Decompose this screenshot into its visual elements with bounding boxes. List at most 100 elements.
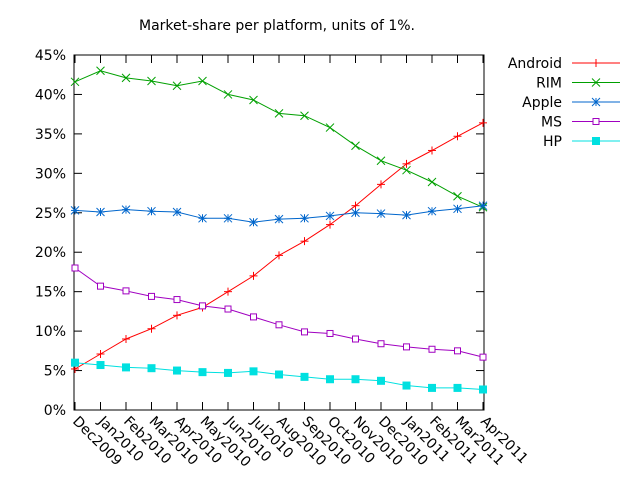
data-point-apple bbox=[325, 211, 335, 221]
data-point-android bbox=[326, 220, 334, 229]
data-point-apple bbox=[198, 213, 207, 223]
data-point-rim bbox=[70, 77, 80, 87]
legend-marker-ms bbox=[592, 118, 600, 125]
data-point-ms bbox=[224, 305, 232, 313]
series-android bbox=[71, 118, 487, 373]
data-point-ms bbox=[71, 264, 79, 272]
data-point-rim bbox=[223, 90, 233, 99]
data-point-android bbox=[224, 287, 232, 296]
series-rim bbox=[70, 66, 488, 212]
axes: 0%5%10%15%20%25%30%35%40%45%Dec2009Jan20… bbox=[35, 48, 531, 470]
legend-marker-android bbox=[592, 59, 600, 67]
data-point-ms bbox=[454, 347, 461, 355]
data-point-rim bbox=[96, 66, 105, 76]
legend-marker-rim bbox=[591, 78, 601, 87]
data-point-hp bbox=[326, 375, 334, 384]
data-point-hp bbox=[479, 385, 487, 394]
data-point-apple bbox=[274, 214, 284, 224]
legend-label-rim: RIM bbox=[536, 76, 562, 92]
data-point-rim bbox=[376, 156, 386, 166]
y-tick-label: 10% bbox=[35, 324, 66, 340]
data-point-hp bbox=[402, 381, 411, 390]
data-point-hp bbox=[198, 368, 207, 377]
legend-item-rim: RIM bbox=[536, 76, 620, 92]
data-point-ms bbox=[479, 353, 487, 361]
data-point-android bbox=[300, 237, 309, 246]
data-point-hp bbox=[275, 370, 283, 379]
legend-label-ms: MS bbox=[541, 115, 562, 131]
data-point-hp bbox=[224, 368, 232, 377]
data-point-hp bbox=[147, 364, 156, 373]
series-layer bbox=[70, 66, 488, 394]
data-point-android bbox=[249, 271, 258, 280]
data-point-ms bbox=[122, 287, 130, 295]
legend: Android RIM Apple MS HP bbox=[508, 56, 620, 150]
y-tick-label: 15% bbox=[35, 285, 66, 301]
data-point-ms bbox=[173, 296, 181, 304]
plot-frame bbox=[73, 54, 485, 411]
data-point-apple bbox=[376, 209, 386, 218]
data-point-ms bbox=[148, 292, 155, 300]
data-point-android bbox=[275, 251, 283, 260]
data-point-ms bbox=[301, 328, 308, 336]
y-tick-label: 20% bbox=[35, 245, 66, 261]
series-line-ms bbox=[74, 267, 484, 358]
data-point-rim bbox=[427, 177, 437, 187]
data-point-ms bbox=[352, 335, 359, 343]
data-point-ms bbox=[403, 343, 410, 351]
legend-label-apple: Apple bbox=[522, 95, 562, 111]
data-point-apple bbox=[453, 204, 462, 214]
data-point-hp bbox=[96, 361, 105, 370]
data-point-apple bbox=[147, 206, 156, 216]
legend-item-ms: MS bbox=[541, 115, 620, 131]
data-point-apple bbox=[70, 206, 80, 215]
data-point-android bbox=[351, 201, 360, 210]
data-point-android bbox=[96, 349, 105, 358]
data-point-android bbox=[147, 324, 156, 333]
data-point-apple bbox=[351, 208, 360, 218]
chart-title: Market-share per platform, units of 1%. bbox=[139, 18, 415, 34]
data-point-hp bbox=[351, 375, 360, 384]
data-point-ms bbox=[250, 313, 257, 321]
y-tick-label: 35% bbox=[35, 127, 66, 143]
data-point-rim bbox=[402, 165, 411, 175]
y-tick-label: 0% bbox=[44, 403, 66, 419]
data-point-android bbox=[122, 335, 130, 343]
series-line-rim bbox=[74, 70, 484, 208]
data-point-rim bbox=[300, 111, 309, 121]
data-point-rim bbox=[121, 73, 131, 83]
data-point-rim bbox=[198, 76, 207, 86]
data-point-android bbox=[402, 159, 411, 168]
y-tick-label: 40% bbox=[35, 87, 66, 103]
legend-item-hp: HP bbox=[543, 134, 620, 150]
legend-item-android: Android bbox=[508, 56, 620, 72]
y-tick-label: 5% bbox=[44, 364, 66, 380]
y-tick-label: 30% bbox=[35, 166, 66, 182]
data-point-ms bbox=[199, 302, 206, 310]
data-point-ms bbox=[428, 345, 436, 353]
data-point-rim bbox=[351, 141, 360, 151]
data-point-apple bbox=[249, 217, 258, 227]
data-point-hp bbox=[249, 367, 258, 376]
data-point-hp bbox=[428, 383, 436, 392]
data-point-android bbox=[453, 132, 462, 141]
data-point-apple bbox=[121, 205, 131, 214]
data-point-ms bbox=[97, 282, 104, 290]
legend-item-apple: Apple bbox=[522, 95, 620, 111]
data-point-rim bbox=[453, 191, 462, 201]
data-point-hp bbox=[377, 376, 385, 385]
data-point-android bbox=[428, 146, 436, 155]
series-ms bbox=[71, 264, 487, 361]
data-point-rim bbox=[274, 109, 284, 118]
data-point-apple bbox=[478, 201, 488, 211]
data-point-rim bbox=[249, 95, 258, 105]
data-point-hp bbox=[300, 372, 309, 381]
data-point-ms bbox=[326, 329, 334, 337]
data-point-hp bbox=[71, 358, 79, 367]
legend-label-android: Android bbox=[508, 56, 562, 72]
data-point-hp bbox=[453, 383, 462, 392]
legend-marker-hp bbox=[592, 137, 600, 145]
data-point-ms bbox=[275, 321, 283, 329]
y-tick-label: 45% bbox=[35, 48, 66, 64]
